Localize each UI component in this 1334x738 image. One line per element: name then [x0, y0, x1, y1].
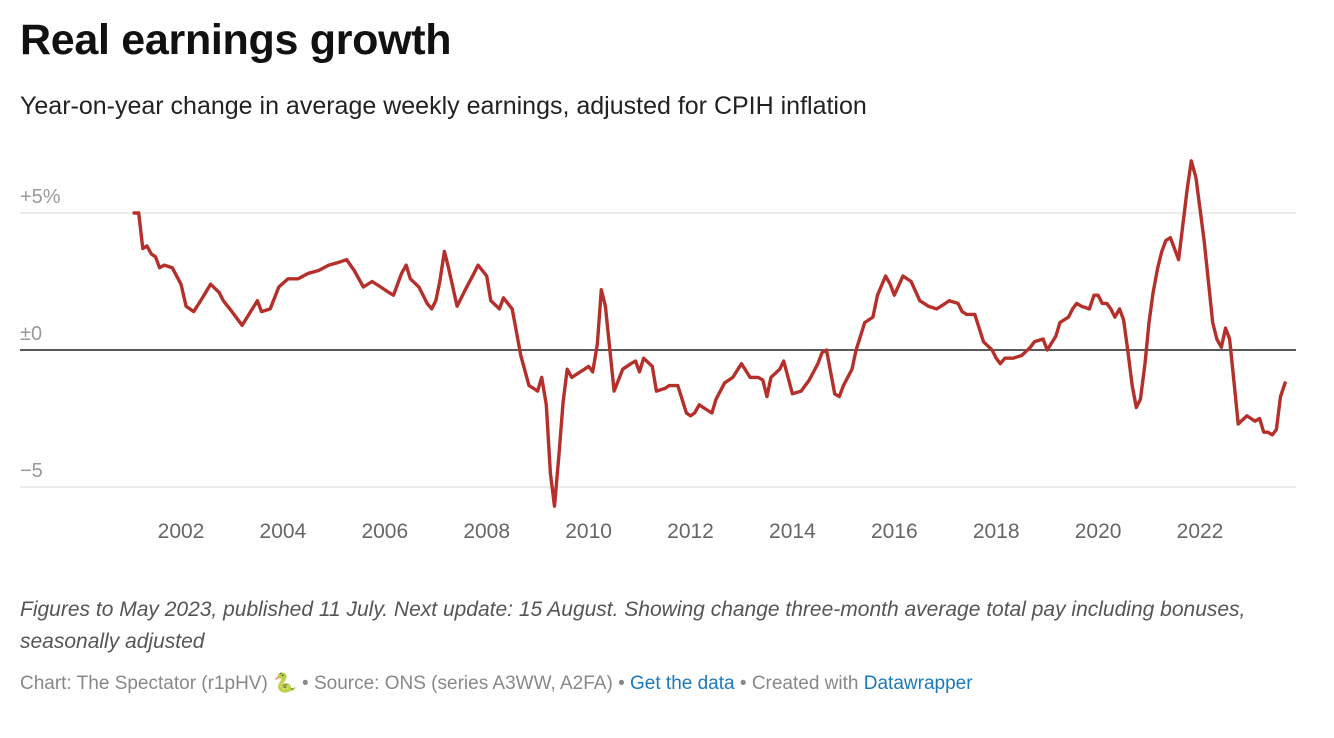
x-tick-label: 2020 [1075, 520, 1122, 543]
chart-title: Real earnings growth [20, 16, 452, 64]
x-tick-label: 2012 [667, 520, 714, 543]
x-tick-label: 2004 [260, 520, 307, 543]
chart-credit: Chart: The Spectator (r1pHV) 🐍 [20, 673, 297, 694]
x-tick-label: 2018 [973, 520, 1020, 543]
created-with-text: Created with [751, 673, 864, 694]
chart-notes: Figures to May 2023, published 11 July. … [20, 598, 1246, 653]
chart-footer: Chart: The Spectator (r1pHV) 🐍 • Source:… [20, 671, 973, 695]
x-tick-label: 2016 [871, 520, 918, 543]
x-tick-label: 2006 [361, 520, 408, 543]
footer-separator: • [734, 673, 752, 694]
get-the-data-link[interactable]: Get the data [630, 673, 735, 694]
x-tick-label: 2022 [1177, 520, 1224, 543]
x-tick-label: 2010 [565, 520, 612, 543]
line-chart: +5% ±0 −5 2002 2004 2006 2008 2010 2012 2014 2016 2… [20, 159, 1296, 543]
x-tick-label: 2014 [769, 520, 816, 543]
footer-separator: • [612, 673, 631, 694]
earnings-growth-line [132, 159, 1287, 508]
footer-separator: • [296, 673, 314, 694]
x-tick-label: 2008 [463, 520, 510, 543]
x-tick-label: 2002 [158, 520, 205, 543]
y-tick-label: +5% [20, 186, 61, 208]
datawrapper-link[interactable]: Datawrapper [863, 673, 973, 694]
chart-subtitle: Year-on-year change in average weekly ea… [20, 92, 867, 120]
source-text: Source: ONS (series A3WW, A2FA) [313, 673, 613, 694]
y-tick-label: −5 [20, 460, 43, 482]
y-tick-label: ±0 [20, 323, 42, 345]
